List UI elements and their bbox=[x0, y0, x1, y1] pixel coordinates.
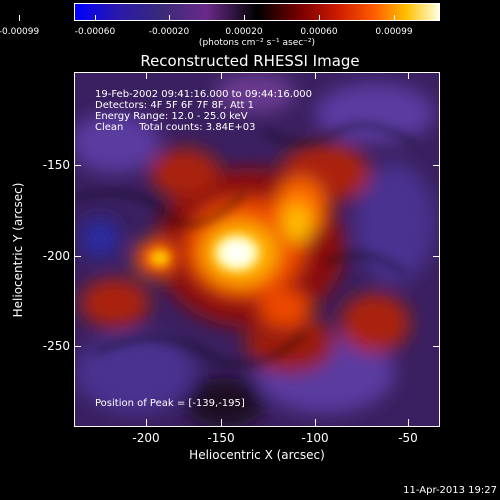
x-tick-label: -100 bbox=[301, 431, 329, 445]
colorbar bbox=[74, 3, 440, 21]
x-tick-mark bbox=[408, 419, 409, 426]
y-tick-label: -200 bbox=[42, 249, 70, 263]
x-tick-mark bbox=[221, 72, 222, 79]
x-tick-mark bbox=[146, 72, 147, 79]
x-tick-label: -200 bbox=[132, 431, 160, 445]
info-time-range: 19-Feb-2002 09:41:16.000 to 09:44:16.000 bbox=[95, 89, 313, 100]
colorbar-tick-label: 0.00020 bbox=[225, 27, 263, 37]
x-axis-label: Heliocentric X (arcsec) bbox=[189, 448, 325, 462]
colorbar-tick-label: 0.00099 bbox=[375, 27, 413, 37]
x-tick-mark bbox=[221, 419, 222, 426]
colorbar-tick-label: -0.00060 bbox=[74, 27, 116, 37]
y-tick-mark bbox=[433, 165, 440, 166]
y-tick-mark bbox=[74, 256, 81, 257]
image-title: Reconstructed RHESSI Image bbox=[140, 52, 360, 70]
colorbar-tick-mark bbox=[19, 15, 20, 21]
y-tick-mark bbox=[74, 346, 81, 347]
colorbar-tick-mark bbox=[244, 15, 245, 21]
colorbar-unit-label: (photons cm⁻² s⁻¹ asec⁻²) bbox=[198, 38, 316, 48]
y-tick-label: -250 bbox=[42, 339, 70, 353]
y-tick-mark bbox=[433, 346, 440, 347]
x-tick-label: -150 bbox=[207, 431, 235, 445]
y-axis-label: Heliocentric Y (arcsec) bbox=[11, 182, 25, 318]
y-tick-mark bbox=[433, 256, 440, 257]
x-tick-mark bbox=[315, 72, 316, 79]
generation-timestamp: 11-Apr-2013 19:27 bbox=[403, 485, 497, 496]
colorbar-tick-label: -0.00020 bbox=[148, 27, 190, 37]
colorbar-tick-mark bbox=[95, 15, 96, 21]
rhessi-image-plot: 19-Feb-2002 09:41:16.000 to 09:44:16.000… bbox=[74, 72, 440, 427]
y-tick-mark bbox=[74, 165, 81, 166]
colorbar-tick-mark bbox=[394, 15, 395, 21]
info-detectors: Detectors: 4F 5F 6F 7F 8F, Att 1 bbox=[95, 100, 255, 111]
peak-position-label: Position of Peak = [-139,-195] bbox=[95, 398, 245, 409]
info-counts: Clean Total counts: 3.84E+03 bbox=[95, 122, 256, 133]
y-tick-label: -150 bbox=[42, 158, 70, 172]
x-tick-mark bbox=[315, 419, 316, 426]
reconstructed-image-map bbox=[75, 73, 439, 426]
colorbar-tick-mark bbox=[169, 15, 170, 21]
colorbar-tick-mark bbox=[319, 15, 320, 21]
x-tick-label: -50 bbox=[398, 431, 418, 445]
info-energy-range: Energy Range: 12.0 - 25.0 keV bbox=[95, 111, 248, 122]
x-tick-mark bbox=[408, 72, 409, 79]
colorbar-tick-label: 0.00060 bbox=[300, 27, 338, 37]
colorbar-tick-label: -0.00099 bbox=[0, 27, 40, 37]
x-tick-mark bbox=[146, 419, 147, 426]
